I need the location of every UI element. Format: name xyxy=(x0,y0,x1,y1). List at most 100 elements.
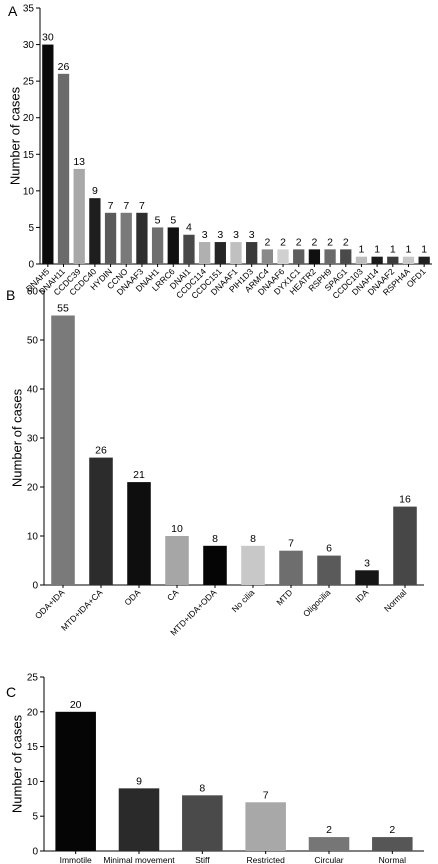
data-label: 1 xyxy=(421,244,427,256)
y-tick-label: 25 xyxy=(27,673,39,684)
x-tick-label: Normal xyxy=(379,855,407,864)
bar xyxy=(167,227,179,264)
data-label: 9 xyxy=(136,775,142,787)
data-label: 16 xyxy=(399,494,411,506)
data-label: 7 xyxy=(288,538,294,550)
bar xyxy=(308,249,321,264)
bar xyxy=(324,249,336,264)
data-label: 3 xyxy=(202,229,208,241)
data-label: 2 xyxy=(389,824,395,836)
data-label: 2 xyxy=(343,236,349,248)
data-label: 4 xyxy=(186,222,192,234)
bar xyxy=(393,506,417,585)
data-label: 5 xyxy=(170,214,176,226)
axes-c xyxy=(43,677,424,852)
bar xyxy=(246,242,258,264)
data-label: 1 xyxy=(406,244,412,256)
x-tick-label: MTD xyxy=(274,587,294,607)
y-tick-label: 50 xyxy=(27,336,39,347)
y-tick-label: 10 xyxy=(27,777,39,788)
data-label: 13 xyxy=(73,156,85,168)
y-tick-label: 0 xyxy=(32,581,38,592)
data-label: 8 xyxy=(199,782,205,794)
x-tick-label: Immotile xyxy=(60,855,92,864)
data-label: 1 xyxy=(374,244,380,256)
bar xyxy=(51,315,75,585)
bar xyxy=(230,242,242,264)
y-tick-label: 20 xyxy=(23,113,35,124)
y-tick-label: 30 xyxy=(27,434,39,445)
bar xyxy=(214,242,226,264)
data-label: 3 xyxy=(249,229,255,241)
bar xyxy=(203,545,227,585)
y-tick-label: 15 xyxy=(23,150,35,161)
bar xyxy=(371,256,383,264)
data-label: 10 xyxy=(171,523,183,535)
data-label: 26 xyxy=(95,445,107,457)
x-tick-label: Restricted xyxy=(247,855,286,864)
y-tick-label: 0 xyxy=(32,847,38,858)
y-tick-label: 0 xyxy=(28,260,34,271)
y-axis-title-b: Number of cases xyxy=(10,388,25,487)
data-label: 55 xyxy=(57,303,69,315)
y-axis-title-c: Number of cases xyxy=(10,714,25,813)
bar xyxy=(127,482,151,585)
y-tick-label: 5 xyxy=(32,812,38,823)
bar xyxy=(182,795,223,851)
panel-b: B Number of cases 55 26 21 10 8 8 7 6 3 16 0 10 20 3… xyxy=(6,287,424,638)
data-label: 2 xyxy=(326,824,332,836)
y-tick-label: 30 xyxy=(23,40,35,51)
x-tick-label: CA xyxy=(165,587,181,603)
y-tick-label: 10 xyxy=(23,186,35,197)
bar xyxy=(317,555,341,585)
panel-label-a: A xyxy=(8,3,18,19)
bar xyxy=(136,212,148,264)
bar xyxy=(418,256,430,264)
bar xyxy=(55,711,96,851)
data-label: 7 xyxy=(263,789,269,801)
data-label: 21 xyxy=(133,469,145,481)
y-axis-title-a: Number of cases xyxy=(8,86,23,185)
bar xyxy=(120,212,132,264)
bar xyxy=(89,457,113,585)
bar xyxy=(402,256,415,264)
data-label: 2 xyxy=(311,236,317,248)
data-label: 8 xyxy=(250,533,256,545)
data-label: 2 xyxy=(280,236,286,248)
data-label: 30 xyxy=(42,32,54,44)
y-tick-label: 35 xyxy=(23,4,35,15)
x-tick-label: IDA xyxy=(353,587,370,604)
y-tick-label: 25 xyxy=(23,77,35,88)
data-label: 1 xyxy=(390,244,396,256)
y-tick-label: 10 xyxy=(27,532,39,543)
bar xyxy=(198,242,211,264)
y-tick-label: 5 xyxy=(28,223,34,234)
x-tick-label: Oligocilia xyxy=(301,587,333,619)
x-tick-label: Minimal movement xyxy=(103,855,175,864)
bar xyxy=(340,249,352,264)
bar xyxy=(355,256,368,264)
bar xyxy=(245,802,286,851)
data-label: 2 xyxy=(296,236,302,248)
ticks-c: 0 5 10 15 20 25 Immotile Minimal movement Stiff R… xyxy=(27,673,406,864)
bar xyxy=(387,256,399,264)
panel-c: C Number of cases 20 9 8 7 2 2 0 5 10 15 20 25 Immo… xyxy=(6,673,424,864)
data-label: 26 xyxy=(58,61,70,73)
x-tick-label: ODA xyxy=(122,587,142,607)
bars-b: 55 26 21 10 8 8 7 6 3 16 xyxy=(51,303,417,585)
x-tick-label: Normal xyxy=(382,587,409,614)
x-tick-label: ODA+IDA xyxy=(33,587,67,621)
data-label: 7 xyxy=(139,200,145,212)
bar xyxy=(183,234,195,264)
y-tick-label: 20 xyxy=(27,483,39,494)
x-tick-label: Circular xyxy=(314,855,343,864)
y-tick-label: 60 xyxy=(27,287,39,298)
bar xyxy=(372,837,413,851)
y-tick-label: 40 xyxy=(27,385,39,396)
panel-label-b: B xyxy=(6,287,15,303)
panel-label-c: C xyxy=(6,684,16,700)
bar xyxy=(151,227,164,264)
bar xyxy=(261,249,274,264)
